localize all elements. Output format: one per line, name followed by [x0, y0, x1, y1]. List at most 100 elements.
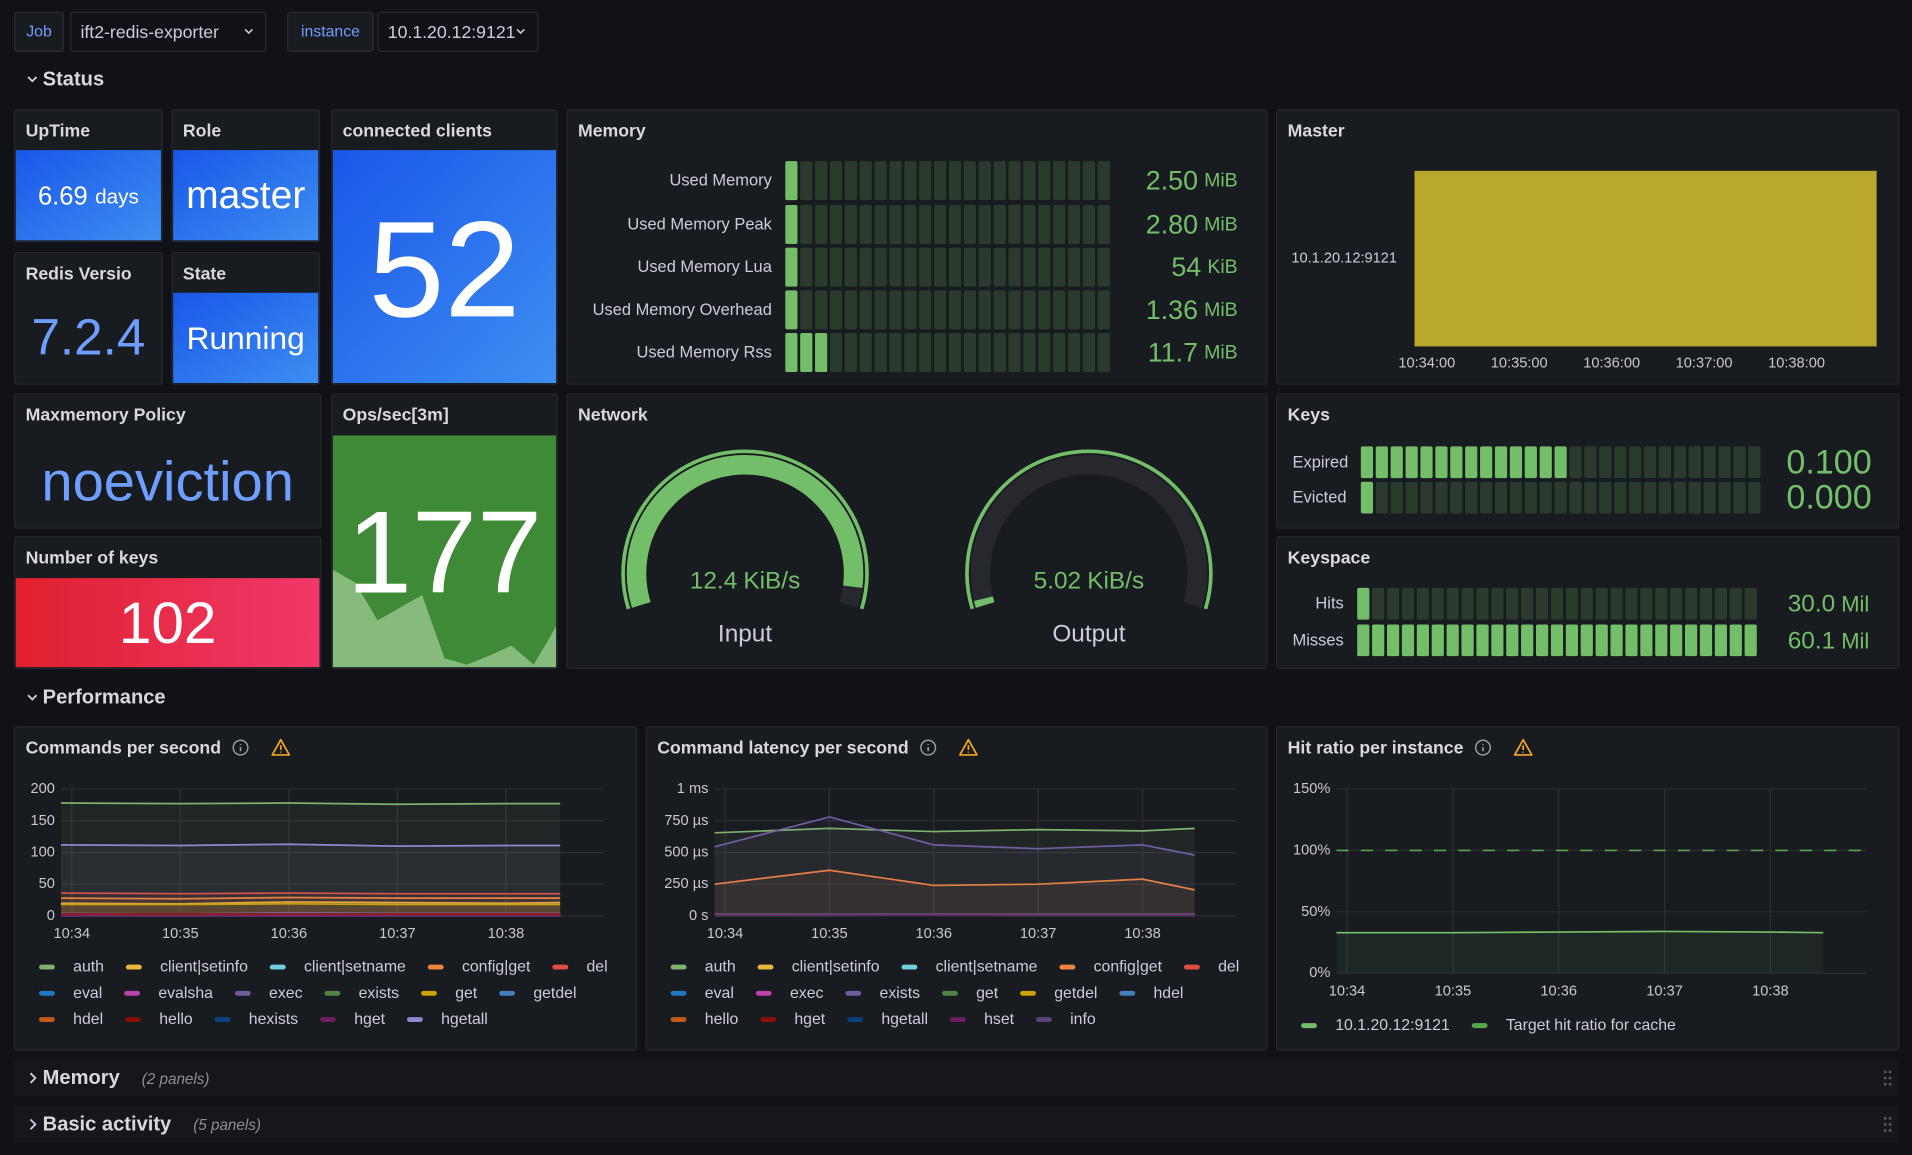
legend-label[interactable]: hdel [73, 1011, 103, 1028]
legend-label[interactable]: exec [790, 985, 824, 1002]
legend-label[interactable]: client|setinfo [160, 959, 248, 976]
row-bar[interactable] [14, 1059, 1898, 1097]
panel [14, 726, 638, 1051]
grip [1883, 1070, 1887, 1074]
legend-label[interactable]: eval [73, 985, 102, 1002]
info-icon[interactable] [1474, 739, 1492, 756]
gauge-cell [1375, 446, 1388, 479]
legend-label[interactable]: auth [705, 959, 736, 976]
gauge-cell [785, 247, 798, 287]
legend-label[interactable]: hgetall [881, 1011, 928, 1028]
gauge-label: Used Memory Peak [627, 215, 772, 233]
gauge-label: Used Memory Overhead [593, 301, 772, 319]
warning-icon[interactable] [1513, 738, 1533, 756]
legend-swatch [1020, 990, 1036, 996]
gauge-cell [1509, 481, 1523, 514]
series-line [714, 869, 1195, 891]
row-title[interactable]: Status [43, 68, 104, 90]
legend-label[interactable]: 10.1.20.12:9121 [1335, 1017, 1450, 1034]
legend-label[interactable]: evalsha [158, 985, 213, 1002]
gauge-cell [1584, 446, 1597, 479]
legend-label[interactable]: hello [159, 1011, 193, 1028]
legend-label[interactable]: hexists [249, 1011, 298, 1028]
x-tick-label: 10:34 [707, 926, 744, 942]
gauge-cell [815, 161, 828, 201]
gauge-cell [1729, 624, 1742, 657]
gauge-threshold [965, 449, 1213, 610]
row-title[interactable]: Basic activity [43, 1113, 172, 1135]
gauge-cell [1718, 446, 1731, 479]
row-title[interactable]: Performance [43, 687, 166, 709]
gauge-cell [1599, 481, 1612, 514]
legend-label[interactable]: exists [880, 985, 921, 1002]
variable-select[interactable] [70, 11, 267, 52]
row-title[interactable]: Memory [43, 1067, 121, 1089]
legend-label[interactable]: hget [354, 1011, 385, 1028]
variable-select[interactable] [377, 11, 539, 52]
gauge-cell [1625, 587, 1638, 620]
legend-label[interactable]: eval [705, 985, 734, 1002]
legend-label[interactable]: hdel [1154, 985, 1184, 1002]
gauge-cell [1670, 624, 1683, 657]
legend-label[interactable]: config|get [1094, 959, 1163, 976]
legend-swatch [1471, 1023, 1488, 1029]
gauge-cell [1038, 204, 1051, 244]
legend-swatch [499, 990, 516, 996]
warning-icon[interactable] [959, 738, 978, 756]
legend-label[interactable]: client|setinfo [792, 959, 880, 976]
legend-label[interactable]: getdel [1054, 985, 1097, 1002]
x-tick-label: 10:38 [488, 926, 525, 942]
legend-label[interactable]: hget [794, 1011, 825, 1028]
gauge-cell [785, 333, 798, 373]
gauge-cell [1625, 624, 1638, 657]
row-bar[interactable] [14, 1106, 1898, 1143]
y-tick-label: 1 ms [677, 781, 709, 797]
series-line [60, 892, 561, 895]
legend-label[interactable]: del [1218, 959, 1239, 976]
legend-label[interactable]: auth [73, 959, 104, 976]
gauge-cell [1097, 161, 1110, 201]
info-icon[interactable] [232, 739, 249, 756]
gauge-cell [874, 161, 887, 201]
legend-label[interactable]: exec [269, 985, 303, 1002]
legend-label[interactable]: hello [705, 1011, 739, 1028]
legend-label[interactable]: info [1070, 1011, 1096, 1028]
gauge-value: 0.000 [1786, 479, 1871, 517]
x-tick-label: 10:36 [271, 926, 308, 942]
variable-value[interactable]: ift2-redis-exporter [80, 22, 219, 42]
gauge-cell [1360, 446, 1374, 479]
legend-label[interactable]: client|setname [936, 959, 1038, 976]
gauge-cell [1446, 587, 1459, 620]
legend-label[interactable]: hset [984, 1011, 1015, 1028]
variable-value[interactable]: 10.1.20.12:9121 [388, 22, 516, 42]
legend-label[interactable]: Target hit ratio for cache [1506, 1017, 1676, 1034]
warning-icon[interactable] [271, 738, 291, 756]
series-line [60, 802, 561, 806]
info-icon[interactable] [920, 739, 937, 756]
legend-label[interactable]: del [586, 959, 607, 976]
stat-number: master [186, 174, 305, 217]
legend-label[interactable]: hgetall [441, 1011, 488, 1028]
gauge-label: Input [718, 621, 772, 648]
legend-label[interactable]: get [455, 985, 478, 1002]
stat-value: 102 [119, 591, 217, 656]
series-line [1336, 930, 1824, 934]
legend-label[interactable]: config|get [462, 959, 531, 976]
gauge-number: 2.50 [1146, 166, 1198, 196]
legend-label[interactable]: getdel [533, 985, 576, 1002]
gauge-cell [1640, 624, 1653, 657]
gauge-cell [889, 247, 902, 287]
gauge-cell [1684, 624, 1698, 657]
legend-label[interactable]: get [976, 985, 999, 1002]
x-tick-label: 10:36 [915, 926, 952, 942]
gauge-cell [1431, 624, 1444, 657]
gauge-cell [874, 333, 887, 373]
legend-swatch [421, 990, 437, 996]
x-tick-label: 10:35 [162, 926, 199, 942]
legend-label[interactable]: client|setname [304, 959, 406, 976]
gauge-cell [1535, 587, 1549, 620]
gauge-number: 54 [1171, 252, 1201, 282]
grip [1888, 1116, 1892, 1120]
gauge-value: 5.02 KiB/s [1034, 567, 1144, 594]
legend-label[interactable]: exists [359, 985, 400, 1002]
